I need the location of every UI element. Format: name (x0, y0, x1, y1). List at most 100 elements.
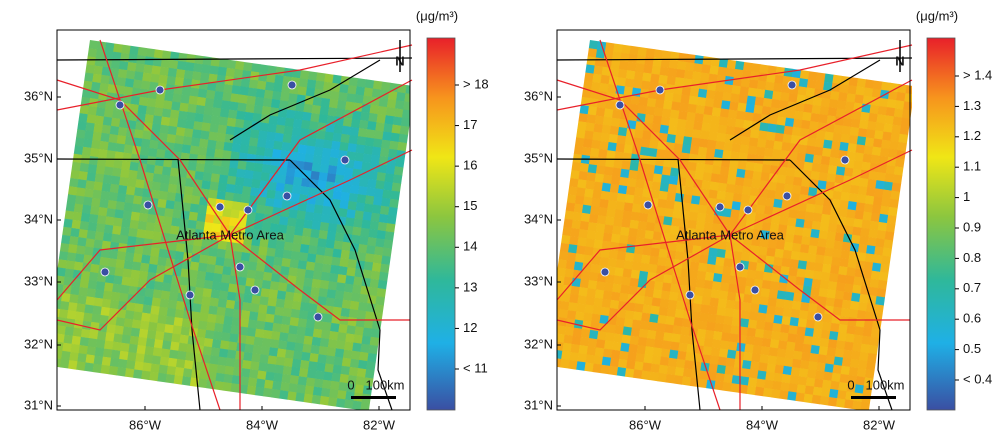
raster-cell (675, 242, 686, 253)
raster-cell (644, 172, 655, 182)
raster-cell (76, 303, 86, 313)
raster-cell (221, 158, 231, 168)
raster-cell (557, 283, 564, 294)
raster-cell (136, 113, 146, 123)
raster-cell (668, 349, 679, 360)
raster-cell (135, 179, 145, 189)
raster-cell (773, 140, 783, 151)
raster-cell (721, 100, 731, 110)
raster-cell (108, 365, 119, 376)
raster-cell (823, 81, 833, 92)
raster-cell (181, 376, 192, 386)
raster-cell (564, 268, 575, 279)
raster-cell (766, 131, 776, 142)
raster-cell (172, 209, 182, 219)
raster-cell (326, 231, 337, 241)
raster-cell (268, 289, 279, 299)
raster-cell (78, 113, 89, 123)
road (229, 79, 413, 236)
raster-cell (597, 331, 607, 341)
raster-cell (167, 125, 178, 136)
raster-cell (755, 204, 766, 215)
raster-cell (100, 248, 111, 259)
raster-cell (579, 162, 590, 173)
raster-cell (810, 228, 821, 239)
raster-cell (681, 376, 692, 386)
raster-cell (203, 337, 214, 348)
raster-cell (223, 257, 234, 268)
raster-cell (357, 185, 368, 196)
road (599, 39, 721, 411)
raster-cell (141, 138, 151, 149)
raster-cell (84, 130, 94, 141)
raster-cell (77, 179, 87, 189)
raster-cell (810, 344, 821, 355)
raster-cell (260, 346, 271, 356)
raster-cell (292, 118, 303, 129)
raster-cell (609, 357, 620, 368)
raster-cell (279, 216, 289, 226)
raster-cell (297, 86, 308, 96)
raster-cell (221, 332, 231, 342)
raster-cell (187, 161, 198, 172)
raster-cell (255, 146, 266, 157)
raster-cell (71, 219, 82, 230)
raster-cell (830, 148, 840, 159)
raster-cell (119, 292, 129, 303)
raster-cell (753, 104, 764, 115)
raster-cell (81, 88, 92, 99)
raster-cell (71, 335, 82, 346)
raster-cell (704, 97, 715, 108)
raster-cell (274, 306, 285, 317)
raster-cell (557, 349, 563, 360)
raster-cell (161, 224, 172, 234)
raster-cell (91, 139, 101, 150)
raster-cell (76, 129, 86, 139)
raster-cell (342, 117, 353, 128)
raster-cell (138, 96, 149, 107)
raster-cell (299, 243, 310, 254)
raster-cell (282, 133, 293, 144)
raster-cell (888, 206, 898, 217)
raster-cell (325, 239, 336, 249)
raster-cell (361, 161, 371, 172)
raster-cell (254, 270, 265, 281)
raster-cell (579, 104, 590, 115)
raster-cell (860, 227, 870, 238)
raster-cell (789, 317, 800, 327)
raster-cell (710, 115, 721, 125)
raster-cell (659, 298, 670, 309)
raster-cell (276, 116, 287, 127)
raster-cell (204, 155, 215, 166)
raster-cell (71, 161, 82, 172)
road (556, 79, 731, 236)
raster-cell (209, 181, 220, 192)
raster-cell (869, 336, 880, 347)
raster-cell (294, 168, 304, 179)
raster-cell (605, 100, 615, 110)
raster-cell (638, 270, 649, 281)
raster-cell (394, 100, 405, 110)
raster-cell (59, 358, 70, 369)
raster-cell (265, 81, 275, 92)
raster-cell (822, 321, 832, 332)
raster-cell (199, 370, 209, 381)
raster-cell (803, 219, 814, 230)
raster-cell (181, 318, 192, 328)
raster-cell (634, 71, 644, 81)
raster-cell (291, 300, 302, 311)
raster-cell (335, 108, 346, 118)
raster-cell (630, 269, 641, 280)
raster-cell (676, 118, 687, 129)
raster-cell (628, 111, 638, 122)
raster-cell (109, 241, 120, 252)
raster-cell (378, 97, 389, 108)
raster-cell (340, 365, 351, 376)
raster-cell (337, 100, 347, 110)
raster-cell (311, 220, 322, 231)
raster-cell (161, 108, 172, 118)
raster-cell (731, 85, 742, 95)
raster-cell (304, 327, 315, 338)
raster-cell (857, 243, 868, 254)
raster-cell (784, 233, 795, 244)
